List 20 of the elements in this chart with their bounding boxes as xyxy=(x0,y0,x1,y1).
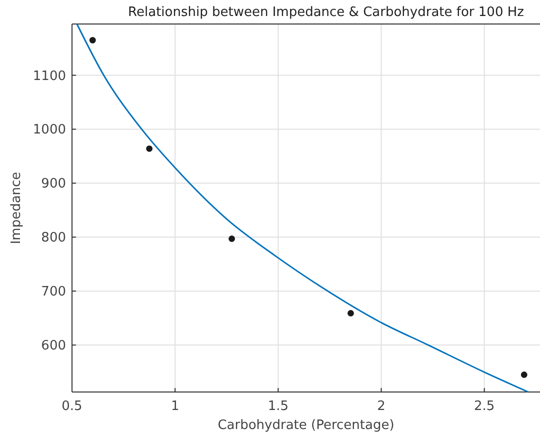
x-tick-label: 2 xyxy=(377,399,386,414)
y-tick-label: 900 xyxy=(41,176,66,192)
x-tick-label: 2.5 xyxy=(474,399,495,414)
x-tick-label: 0.5 xyxy=(62,399,82,414)
point xyxy=(348,310,354,316)
x-axis-title: Carbohydrate (Percentage) xyxy=(218,418,394,433)
y-tick-label: 800 xyxy=(41,230,66,246)
line-series xyxy=(76,23,529,393)
y-axis-title: Impedance xyxy=(9,172,24,244)
y-tick-label: 1100 xyxy=(32,68,66,84)
point xyxy=(520,372,528,378)
x-tick-label: 1 xyxy=(170,399,180,414)
point xyxy=(89,36,96,44)
point xyxy=(146,145,153,152)
y-tick-label: 700 xyxy=(41,284,66,300)
y-tick-label: 600 xyxy=(41,338,66,354)
y-tick-label: 1000 xyxy=(32,122,66,138)
point xyxy=(228,236,235,242)
chart-title: Relationship between Impedance & Carbohydrate for 100 Hz xyxy=(128,5,524,20)
x-tick-label: 1.5 xyxy=(268,399,289,414)
